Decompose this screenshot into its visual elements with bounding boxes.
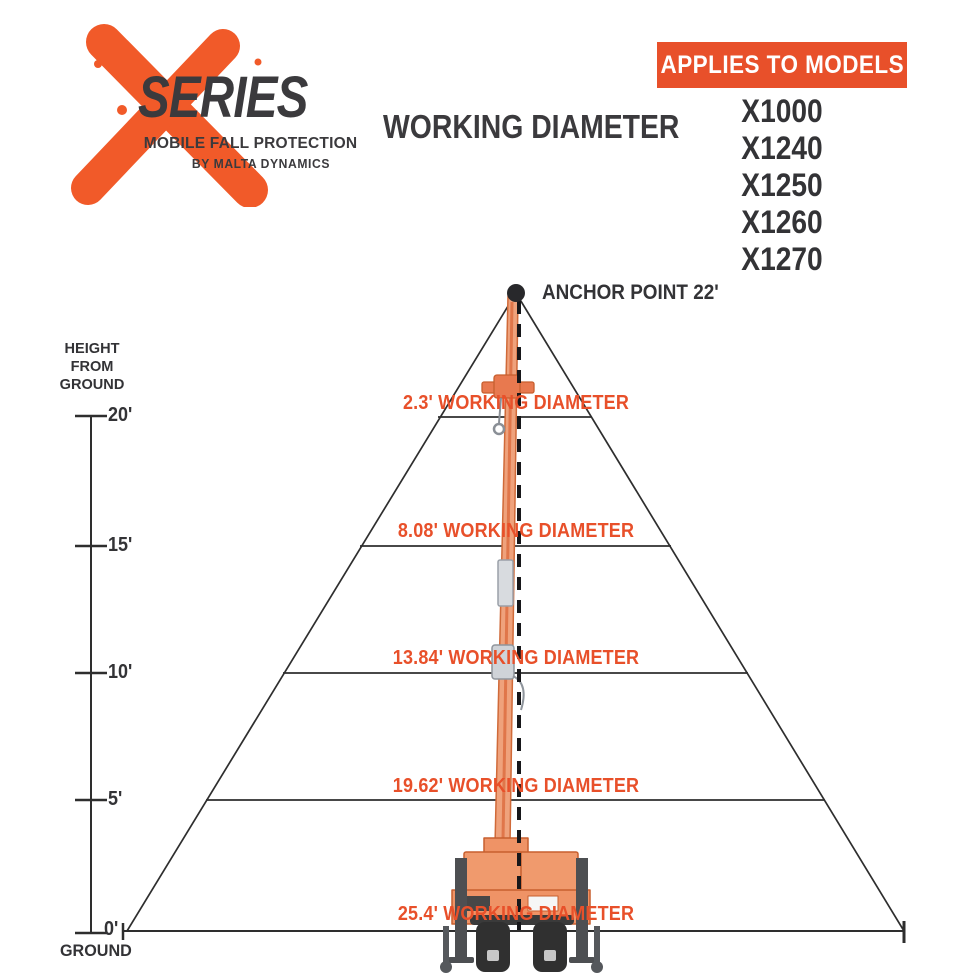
working-diameter-label-10ft: 13.84' WORKING DIAMETER bbox=[392, 647, 640, 669]
x-brush-stroke-icon bbox=[71, 24, 268, 207]
triangle-left-edge bbox=[126, 292, 517, 932]
tick-label-20ft: 20' bbox=[108, 404, 133, 426]
wheel-left bbox=[476, 922, 510, 972]
applies-to-models-label: APPLIES TO MODELS bbox=[660, 50, 904, 79]
hook bbox=[492, 422, 506, 436]
anchor-point-label: ANCHOR POINT 22' bbox=[542, 281, 719, 304]
triangle-right-edge bbox=[515, 292, 905, 932]
working-diameter-label-20ft: 2.3' WORKING DIAMETER bbox=[402, 392, 630, 414]
tick-label-10ft: 10' bbox=[108, 661, 133, 683]
axis-title-line: HEIGHT bbox=[64, 340, 120, 357]
tick-label-5ft: 5' bbox=[108, 788, 123, 810]
axis-title-line: FROM bbox=[70, 358, 114, 375]
logo-byline: BY MALTA DYNAMICS bbox=[191, 157, 330, 171]
applies-to-models-banner: APPLIES TO MODELS bbox=[657, 42, 907, 88]
axis-title-line: GROUND bbox=[59, 376, 125, 393]
working-diameter-label-5ft: 19.62' WORKING DIAMETER bbox=[392, 775, 640, 797]
logo-tagline: MOBILE FALL PROTECTION bbox=[143, 135, 358, 152]
tick-label-0ft: 0' bbox=[104, 918, 119, 940]
model-item: X1270 bbox=[741, 241, 823, 277]
model-item: X1250 bbox=[741, 167, 823, 203]
tick-label-15ft: 15' bbox=[108, 534, 133, 556]
page-title: WORKING DIAMETER bbox=[383, 108, 680, 145]
outrigger-left bbox=[455, 858, 467, 960]
model-item: X1260 bbox=[741, 204, 823, 240]
axis-title: HEIGHT FROM GROUND bbox=[51, 340, 132, 394]
ground-label: GROUND bbox=[60, 941, 132, 960]
model-item: X1240 bbox=[741, 130, 823, 166]
models-list: X1000 X1240 X1250 X1260 X1270 bbox=[657, 93, 907, 278]
winch bbox=[491, 644, 515, 680]
working-diameter-label-15ft: 8.08' WORKING DIAMETER bbox=[397, 520, 635, 542]
outrigger-right bbox=[576, 858, 588, 960]
working-diameter-label-0ft: 25.4' WORKING DIAMETER bbox=[397, 903, 635, 925]
wheel-right bbox=[533, 922, 567, 972]
height-axis bbox=[75, 414, 107, 935]
logo-series-text: SERIES bbox=[138, 65, 308, 130]
working-cone-triangle bbox=[121, 292, 906, 943]
anchor-point-dot bbox=[507, 284, 525, 302]
model-item: X1000 bbox=[741, 93, 823, 129]
